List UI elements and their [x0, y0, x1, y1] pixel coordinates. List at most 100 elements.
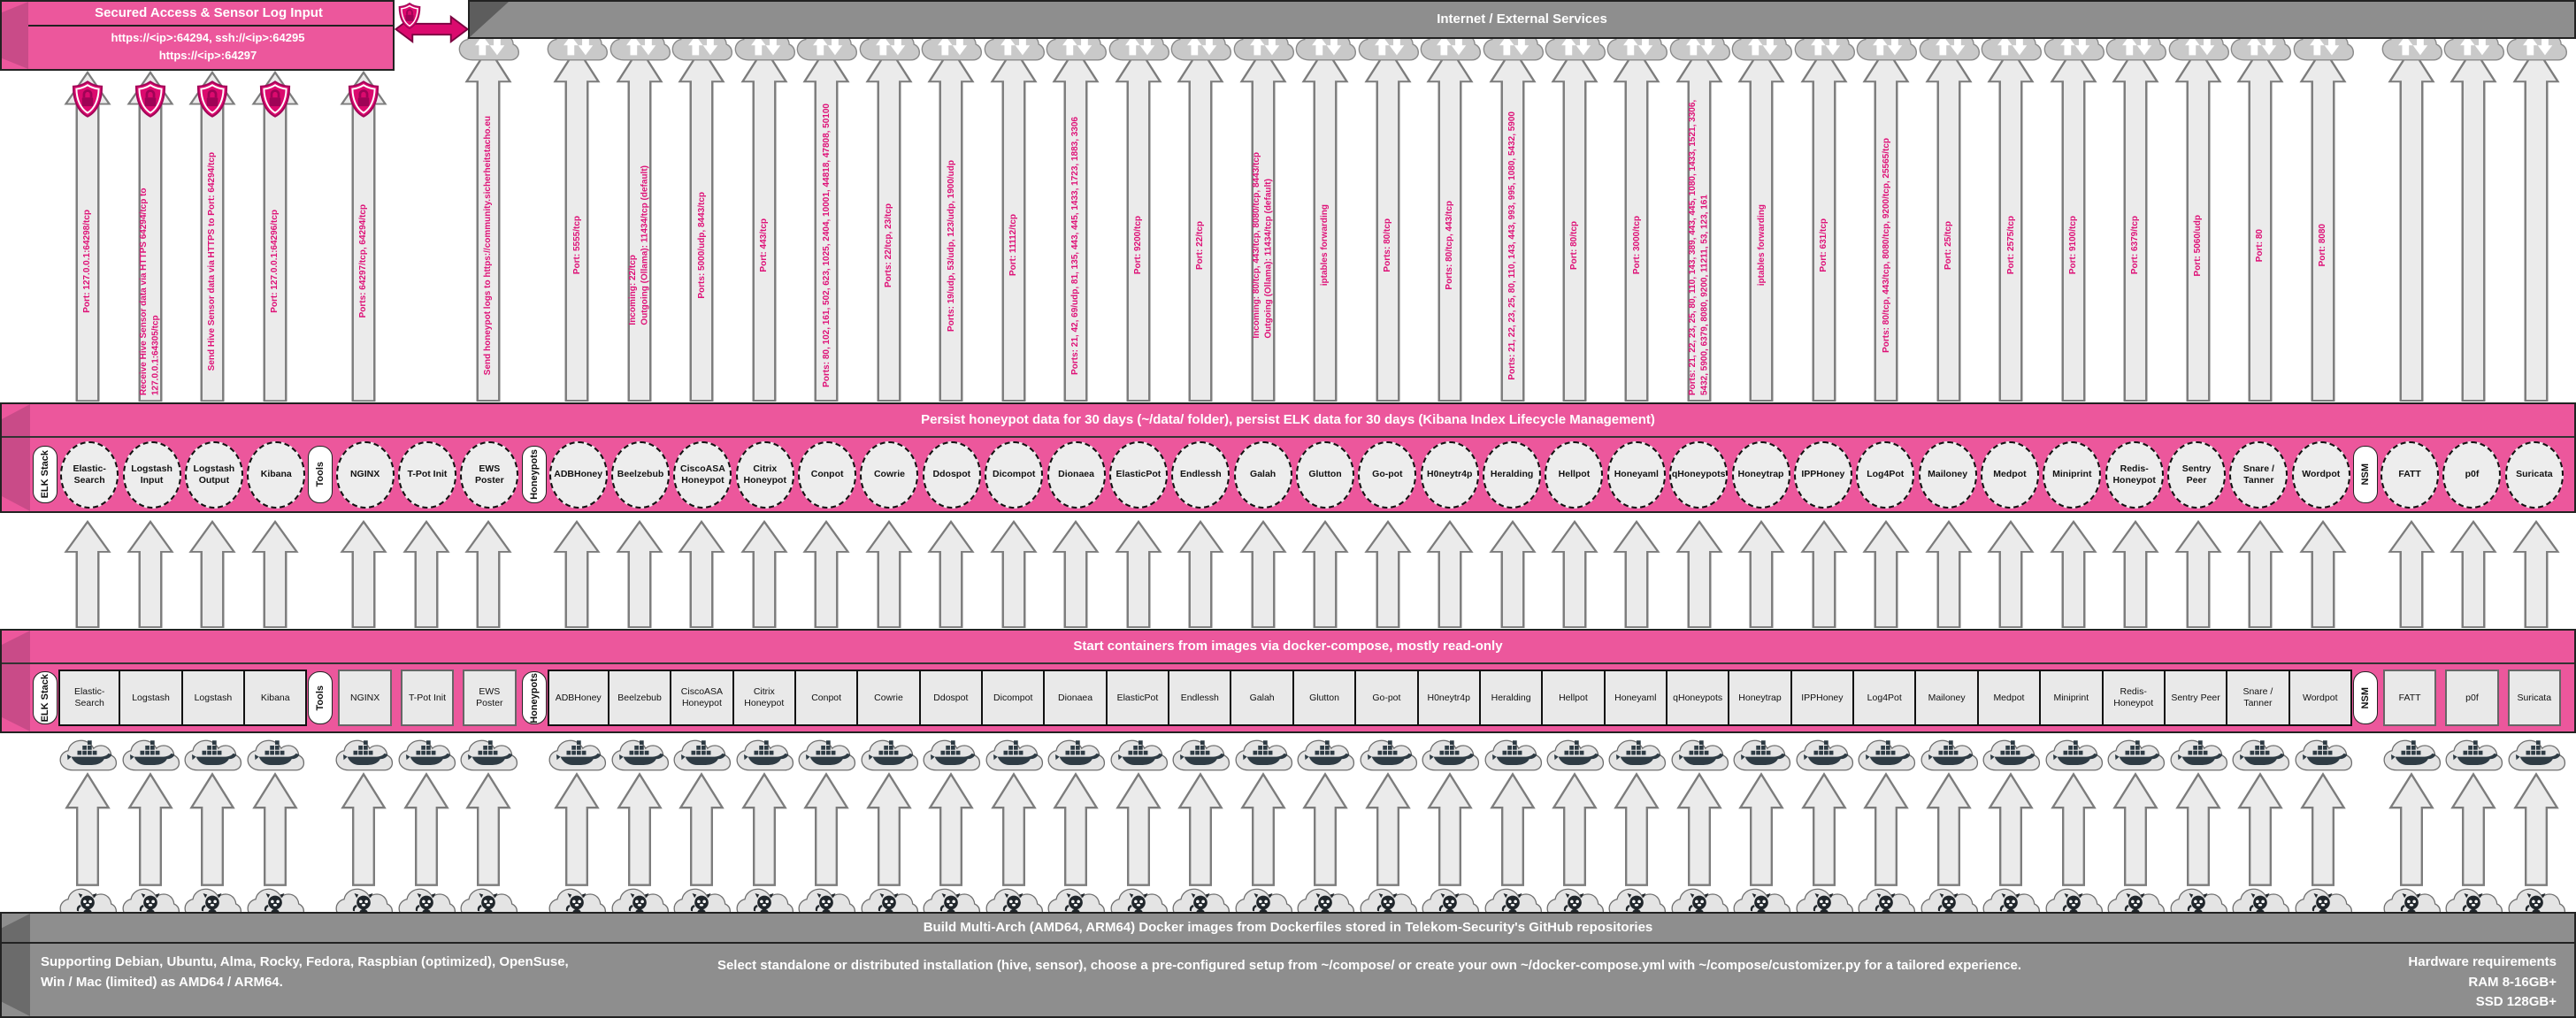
service-name: Logstash Input: [131, 463, 172, 486]
arrow-build-ews-poster: [465, 772, 511, 887]
circle-kibana: Kibana: [247, 440, 306, 509]
column-ews-poster: EWS Poster: [458, 438, 520, 511]
column-glutton: Glutton: [1294, 438, 1356, 511]
column-adbhoney: Port: 5555/tcp: [546, 27, 609, 402]
column-log4pot: Log4Pot: [1852, 664, 1917, 731]
column-hellpot: Hellpot: [1543, 438, 1605, 511]
arrow-up-dicompot: [990, 46, 1038, 402]
service-name: Snare / Tanner: [2242, 463, 2274, 486]
box-redis-honeypot: Redis-Honeypot: [2101, 670, 2166, 726]
column-suricata: Suricata: [2503, 664, 2565, 731]
group-honeypots: ADBHoney Beelzebub CiscoASA Honeypot Citrix…: [547, 664, 2352, 731]
column-honeytrap: Honeytrap: [1729, 438, 1791, 511]
docker-cloud-icon: [334, 733, 394, 777]
column-t-pot-init: [395, 733, 456, 920]
column-elasticpot: ElasticPot: [1105, 664, 1170, 731]
circle-elastic-search: Elastic-Search: [60, 440, 119, 509]
column-t-pot-init: T-Pot Init: [396, 664, 458, 731]
column-nginx: Ports: 64297/tcp, 64294/tcp: [333, 39, 395, 402]
column-beelzebub: Incoming: 22/tcp Outgoing (Ollama): 1143…: [609, 27, 671, 402]
secured-access-box: Secured Access & Sensor Log Input https:…: [0, 0, 395, 71]
column-go-pot: Ports: 80/tcp: [1356, 27, 1419, 402]
column-spacer: [306, 513, 333, 629]
image-name: Miniprint: [2053, 692, 2089, 703]
box-dicompot: Dicompot: [981, 670, 1046, 726]
secured-access-urls: https://<ip>:64294, ssh://<ip>:64295 htt…: [2, 27, 393, 65]
build-pipeline-row: [0, 733, 2576, 920]
service-name: Miniprint: [2052, 469, 2092, 480]
column-spacer: [519, 733, 546, 912]
arrow-build-wordpot: [2299, 772, 2346, 887]
group-pill-label: Honeypots: [528, 449, 540, 500]
box-sentry-peer: Sentry Peer: [2163, 670, 2228, 726]
column-logstash-input: Logstash: [119, 664, 183, 731]
arrow-build-glutton: [1302, 772, 1348, 887]
column-t-pot-init: T-Pot Init: [396, 438, 458, 511]
box-ews-poster: EWS Poster: [463, 670, 517, 726]
column-fatt: FATT: [2379, 438, 2441, 511]
docker-cloud-icon: [58, 733, 118, 777]
arrow-build-suricata: [2513, 772, 2559, 887]
column-galah: [1231, 513, 1293, 629]
box-glutton: Glutton: [1292, 670, 1357, 726]
arrow-up-citrix-honeypot: [740, 46, 788, 402]
box-logstash-output: Logstash: [180, 670, 246, 726]
circle-ipphoney: IPPHoney: [1793, 440, 1852, 509]
box-mailoney: Mailoney: [1914, 670, 1979, 726]
image-name: T-Pot Init: [408, 692, 446, 703]
circle-logstash-input: Logstash Input: [122, 440, 181, 509]
docker-cloud-icon: [796, 733, 856, 777]
arrow-up-logstash-output: [188, 71, 236, 402]
column-wordpot: Wordpot: [2288, 664, 2352, 731]
column-ddospot: Ddospot: [921, 438, 983, 511]
column-elastic-search: Elastic-Search: [58, 438, 120, 511]
arrow-start-sentry-peer: [2174, 520, 2222, 629]
service-name: Redis-Honeypot: [2112, 463, 2156, 486]
image-name: Glutton: [1309, 692, 1339, 703]
column-beelzebub: [609, 513, 671, 629]
service-name: Hellpot: [1558, 469, 1591, 480]
service-name: Heralding: [1490, 469, 1534, 480]
group-tools: [333, 513, 519, 629]
arrow-build-t-pot-init: [402, 772, 449, 887]
column-ddospot: [920, 513, 982, 629]
arrow-up-cowrie: [865, 46, 913, 402]
column-dicompot: Port: 11112/tcp: [983, 27, 1045, 402]
column-sentry-peer: Sentry Peer: [2163, 664, 2228, 731]
docker-cloud-icon: [610, 733, 670, 777]
column-t-pot-init: [395, 513, 456, 629]
box-honeytrap: Honeytrap: [1728, 670, 1792, 726]
service-name: IPPHoney: [1801, 469, 1845, 480]
column-heralding: Heralding: [1481, 438, 1543, 511]
image-name: Logstash: [194, 692, 233, 703]
column-galah: Galah: [1230, 664, 1294, 731]
group-nsm: [2380, 27, 2567, 402]
left-bevel-spacer: [2, 438, 32, 511]
image-name: Conpot: [811, 692, 842, 703]
circle-beelzebub: Beelzebub: [611, 440, 671, 509]
docker-cloud-icon: [1046, 733, 1106, 777]
arrow-build-beelzebub: [617, 772, 663, 887]
group-elk-stack: [57, 513, 306, 629]
circle-sentry-peer: Sentry Peer: [2167, 440, 2227, 509]
arrow-build-miniprint: [2050, 772, 2097, 887]
arrow-up-nginx: [340, 71, 387, 402]
column-logstash-input: [119, 513, 180, 629]
column-nginx: NGINX: [334, 664, 395, 731]
arrow-up-wordpot: [2299, 46, 2347, 402]
docker-cloud-icon: [245, 733, 305, 777]
secured-access-url-line2: https://<ip>:64297: [158, 49, 257, 63]
group-pill-label: Tools: [315, 685, 326, 711]
column-sentry-peer: Sentry Peer: [2166, 438, 2227, 511]
hardware-requirements-title: Hardware requirements: [2408, 954, 2557, 969]
secured-access-title: Secured Access & Sensor Log Input: [2, 2, 393, 27]
circle-ciscoasa-honeypot: CiscoASA Honeypot: [673, 440, 732, 509]
arrow-build-sentry-peer: [2174, 772, 2221, 887]
circle-cowrie: Cowrie: [860, 440, 919, 509]
right-spacer: [2567, 39, 2576, 402]
column-suricata: [2505, 27, 2567, 402]
docker-cloud-icon: [1483, 733, 1543, 777]
column-cowrie: Cowrie: [858, 438, 920, 511]
arrow-build-endlessh: [1177, 772, 1223, 887]
service-name: Galah: [1250, 469, 1276, 480]
